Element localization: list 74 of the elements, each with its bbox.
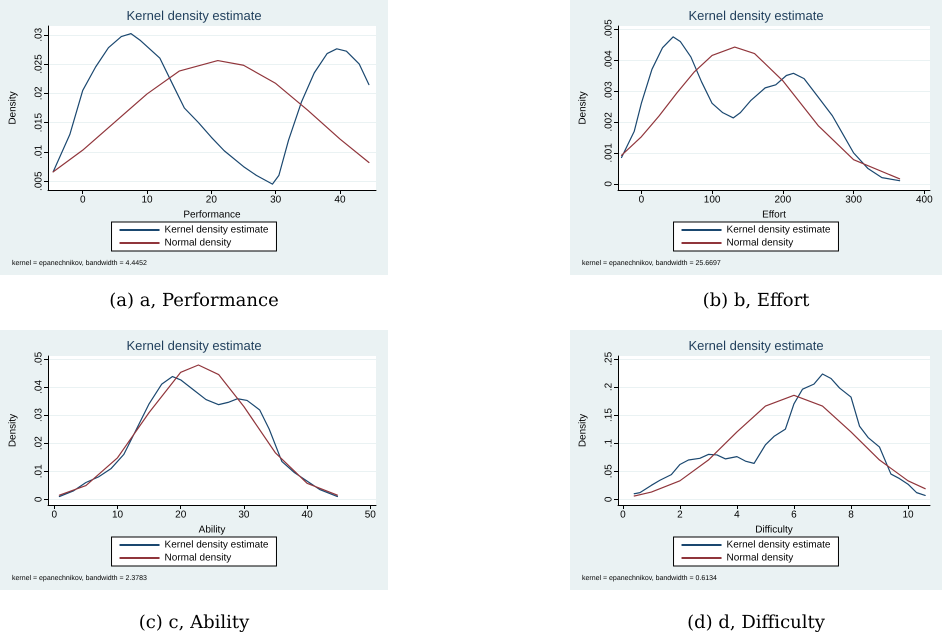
legend-label: Normal density (726, 552, 794, 564)
x-tick-label: 400 (916, 194, 934, 206)
y-tick-label: .001 (604, 142, 614, 163)
y-axis-title: Density (578, 91, 588, 125)
y-tick-label: .025 (34, 54, 44, 74)
legend-label: Kernel density estimate (164, 540, 269, 550)
x-tick-label: 0 (80, 194, 86, 206)
x-tick-label: 200 (774, 194, 792, 206)
legend-label: Normal density (164, 552, 232, 564)
text: (d) d, Difficulty (686, 612, 826, 633)
y-tick-label: .02 (34, 436, 44, 450)
y-tick-label: .003 (604, 80, 614, 101)
y-axis-title: Density (8, 414, 18, 448)
y-tick-label: .25 (604, 351, 614, 366)
x-tick-label: 20 (206, 194, 218, 206)
legend-label: Normal density (726, 238, 794, 248)
x-tick-label: 100 (704, 194, 721, 206)
text: (c) c, Ability (138, 612, 250, 633)
x-tick-label: 2 (677, 510, 684, 520)
x-tick-label: 20 (175, 510, 187, 520)
legend-label: Normal density (164, 238, 232, 248)
y-tick-label: .015 (34, 112, 44, 132)
y-tick-label: .05 (604, 464, 614, 478)
x-axis-title: Difficulty (755, 524, 793, 536)
y-tick-label: .15 (604, 408, 614, 422)
x-tick-label: 10 (902, 510, 914, 520)
x-tick-label: 40 (302, 510, 314, 520)
x-axis-title: Performance (183, 209, 242, 220)
text: (a) a, Performance (108, 290, 280, 311)
y-tick-label: .01 (34, 464, 44, 478)
y-tick-label: .01 (34, 144, 44, 159)
x-tick-label: 300 (845, 194, 862, 206)
x-tick-label: 10 (141, 194, 154, 206)
legend-label: Kernel density estimate (726, 540, 831, 550)
x-tick-label: 4 (734, 510, 740, 520)
x-axis-title: Effort (762, 209, 786, 220)
y-tick-label: .002 (604, 112, 614, 132)
y-tick-label: .03 (34, 408, 44, 422)
x-tick-label: 0 (52, 510, 58, 520)
y-axis-title: Density (8, 91, 18, 125)
y-tick-label: .04 (34, 380, 44, 394)
x-tick-label: 0 (638, 194, 645, 206)
legend-label: Kernel density estimate (726, 224, 831, 236)
text: (b) b, Effort (702, 290, 810, 311)
line-series (52, 60, 370, 172)
x-tick-label: 30 (238, 510, 250, 520)
y-tick-label: .03 (34, 27, 44, 42)
chart-title: Kernel density estimate (688, 8, 824, 23)
chart-title: Kernel density estimate (126, 8, 262, 23)
y-tick-label: 0 (34, 496, 44, 502)
x-tick-label: 40 (334, 194, 346, 206)
x-tick-label: 6 (791, 510, 798, 520)
y-tick-label: .05 (34, 351, 44, 366)
line-series (634, 394, 926, 497)
y-tick-label: .02 (34, 86, 44, 100)
legend-label: Kernel density estimate (164, 224, 269, 236)
x-tick-label: 10 (112, 510, 124, 520)
line-series (52, 33, 370, 185)
y-tick-label: .005 (34, 171, 44, 191)
chart-title: Kernel density estimate (688, 338, 824, 353)
x-tick-label: 30 (270, 194, 282, 206)
y-tick-label: 0 (604, 496, 614, 502)
y-axis-title: Density (578, 414, 588, 448)
chart-title: Kernel density estimate (126, 338, 262, 353)
line-series (634, 373, 926, 496)
x-tick-label: 8 (848, 510, 854, 520)
y-tick-label: .004 (604, 50, 614, 70)
y-tick-label: .2 (604, 382, 614, 392)
y-tick-label: .005 (604, 18, 614, 39)
x-tick-label: 50 (364, 510, 376, 520)
y-tick-label: .1 (604, 438, 614, 448)
x-axis-title: Ability (198, 524, 226, 536)
y-tick-label: 0 (604, 180, 614, 187)
x-tick-label: 0 (620, 510, 626, 520)
